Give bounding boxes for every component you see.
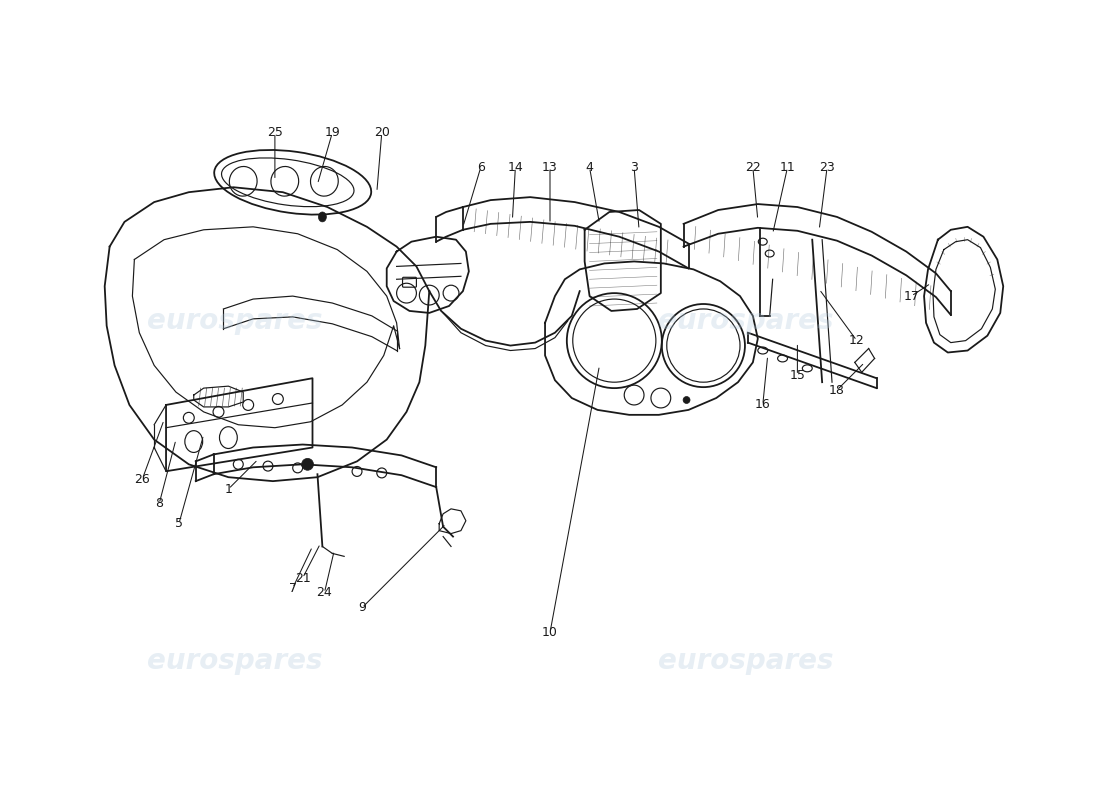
- Text: 1: 1: [224, 482, 232, 495]
- Text: 7: 7: [288, 582, 297, 594]
- Ellipse shape: [318, 212, 327, 222]
- Text: 4: 4: [585, 161, 594, 174]
- Text: 17: 17: [903, 290, 920, 302]
- Text: 6: 6: [476, 161, 485, 174]
- Text: 25: 25: [267, 126, 283, 139]
- Text: eurospares: eurospares: [146, 307, 322, 335]
- Text: 23: 23: [820, 161, 835, 174]
- Text: 5: 5: [175, 517, 183, 530]
- Text: 9: 9: [358, 602, 366, 614]
- Text: 10: 10: [542, 626, 558, 639]
- Text: 21: 21: [295, 572, 310, 585]
- Text: eurospares: eurospares: [146, 647, 322, 675]
- Text: 16: 16: [755, 398, 771, 411]
- Text: 13: 13: [542, 161, 558, 174]
- Text: eurospares: eurospares: [658, 307, 834, 335]
- Text: 15: 15: [790, 369, 805, 382]
- Text: 22: 22: [745, 161, 761, 174]
- Text: 14: 14: [507, 161, 524, 174]
- Text: 19: 19: [324, 126, 340, 139]
- Text: 3: 3: [630, 161, 638, 174]
- Text: 11: 11: [780, 161, 795, 174]
- Text: 12: 12: [849, 334, 865, 347]
- Text: 18: 18: [829, 384, 845, 397]
- Text: 20: 20: [374, 126, 389, 139]
- Text: eurospares: eurospares: [658, 647, 834, 675]
- Circle shape: [683, 397, 690, 403]
- Text: 24: 24: [317, 586, 332, 599]
- Text: 8: 8: [155, 498, 163, 510]
- Circle shape: [301, 458, 314, 470]
- Text: 26: 26: [134, 473, 151, 486]
